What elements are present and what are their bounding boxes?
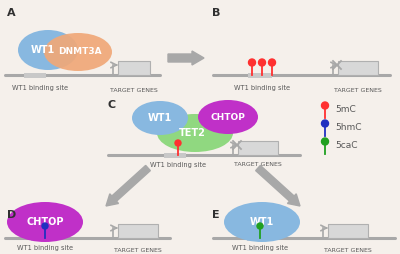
- Text: WT1: WT1: [250, 217, 274, 227]
- Circle shape: [322, 138, 328, 145]
- Bar: [164, 152, 186, 157]
- Text: WT1: WT1: [148, 113, 172, 123]
- FancyArrow shape: [168, 51, 204, 65]
- Text: B: B: [212, 8, 220, 18]
- Ellipse shape: [7, 202, 83, 242]
- Circle shape: [322, 120, 328, 127]
- Text: DNMT3A: DNMT3A: [58, 47, 102, 56]
- Text: WT1 binding site: WT1 binding site: [150, 162, 206, 168]
- Text: 5mC: 5mC: [335, 105, 356, 115]
- Text: WT1 binding site: WT1 binding site: [234, 85, 290, 91]
- Text: TARGET GENES: TARGET GENES: [334, 88, 382, 93]
- Text: WT1 binding site: WT1 binding site: [232, 245, 288, 251]
- FancyArrow shape: [256, 165, 300, 206]
- Ellipse shape: [198, 100, 258, 134]
- Ellipse shape: [44, 33, 112, 71]
- Circle shape: [42, 223, 48, 229]
- Ellipse shape: [18, 30, 78, 70]
- Bar: [247, 235, 269, 241]
- Text: TARGET GENES: TARGET GENES: [234, 163, 282, 167]
- Text: TET2: TET2: [178, 128, 206, 138]
- Circle shape: [175, 140, 181, 146]
- Text: TARGET GENES: TARGET GENES: [110, 88, 158, 93]
- Ellipse shape: [132, 101, 188, 135]
- Bar: [328, 224, 368, 238]
- Bar: [118, 224, 158, 238]
- Circle shape: [257, 223, 263, 229]
- Bar: [238, 141, 278, 155]
- Ellipse shape: [224, 202, 300, 242]
- Text: 5caC: 5caC: [335, 141, 358, 151]
- Bar: [248, 72, 272, 77]
- Text: 5hmC: 5hmC: [335, 123, 362, 133]
- Text: WT1 binding site: WT1 binding site: [12, 85, 68, 91]
- Text: WT1: WT1: [31, 45, 55, 55]
- FancyArrow shape: [106, 165, 150, 206]
- Circle shape: [268, 59, 276, 66]
- Bar: [31, 235, 53, 241]
- Bar: [118, 61, 150, 75]
- Text: CHTOP: CHTOP: [210, 113, 246, 121]
- Text: TARGET GENES: TARGET GENES: [324, 247, 372, 252]
- Circle shape: [258, 59, 266, 66]
- Text: E: E: [212, 210, 220, 220]
- Text: CHTOP: CHTOP: [26, 217, 64, 227]
- Circle shape: [322, 102, 328, 109]
- Text: A: A: [7, 8, 16, 18]
- Text: C: C: [108, 100, 116, 110]
- Bar: [24, 72, 46, 77]
- Text: WT1 binding site: WT1 binding site: [17, 245, 73, 251]
- Ellipse shape: [157, 114, 233, 152]
- Text: D: D: [7, 210, 16, 220]
- Bar: [338, 61, 378, 75]
- Text: TARGET GENES: TARGET GENES: [114, 247, 162, 252]
- Circle shape: [248, 59, 256, 66]
